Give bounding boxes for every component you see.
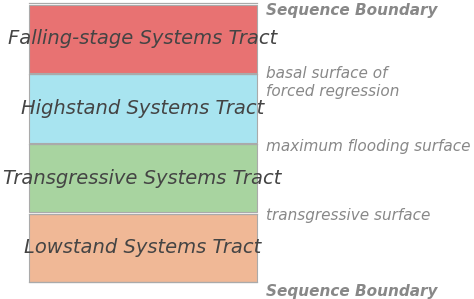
Text: Sequence Boundary: Sequence Boundary bbox=[266, 3, 438, 18]
FancyBboxPatch shape bbox=[28, 74, 256, 143]
Text: maximum flooding surface: maximum flooding surface bbox=[266, 139, 470, 154]
FancyBboxPatch shape bbox=[28, 214, 256, 282]
Text: transgressive surface: transgressive surface bbox=[266, 208, 430, 223]
FancyBboxPatch shape bbox=[28, 4, 256, 73]
Text: basal surface of
forced regression: basal surface of forced regression bbox=[266, 66, 399, 99]
Text: Transgressive Systems Tract: Transgressive Systems Tract bbox=[3, 169, 282, 188]
Text: Sequence Boundary: Sequence Boundary bbox=[266, 284, 438, 299]
FancyBboxPatch shape bbox=[28, 144, 256, 212]
Text: Lowstand Systems Tract: Lowstand Systems Tract bbox=[24, 238, 261, 257]
Text: Highstand Systems Tract: Highstand Systems Tract bbox=[21, 99, 264, 118]
Text: Falling-stage Systems Tract: Falling-stage Systems Tract bbox=[8, 29, 277, 48]
